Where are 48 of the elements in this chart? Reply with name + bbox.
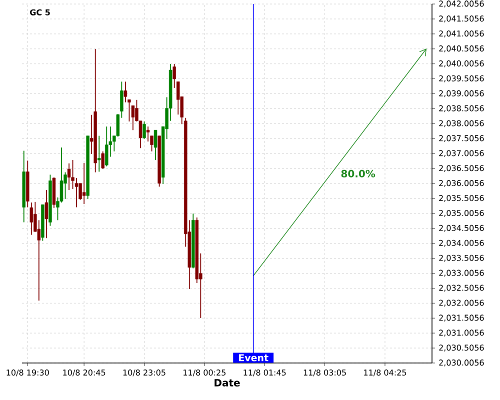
y-tick-label: 2,041.5056 <box>439 16 484 22</box>
x-tick-label: 10/8 20:45 <box>63 370 106 376</box>
y-tick-label: 2,033.5056 <box>439 254 484 262</box>
y-tick-label: 2,033.0056 <box>439 270 484 277</box>
candlestick <box>105 126 108 167</box>
candlestick <box>98 135 101 172</box>
y-tick-label: 2,031.5056 <box>439 314 484 322</box>
y-tick-label: 2,039.0056 <box>439 90 484 98</box>
x-tick-label: 11/8 01:45 <box>244 370 286 376</box>
candlestick <box>101 150 104 170</box>
y-tick-label: 2,030.0056 <box>439 360 484 366</box>
candlestick <box>82 162 86 204</box>
candlestick <box>44 190 48 239</box>
y-tick-label: 2,037.5056 <box>439 135 484 142</box>
y-tick-label: 2,040.5056 <box>439 45 484 52</box>
y-tick-label: 2,038.5056 <box>439 105 484 112</box>
x-axis-title: Date <box>214 379 240 387</box>
candlestick <box>154 130 158 160</box>
y-tick-label: 2,031.0056 <box>439 330 484 337</box>
y-tick-label: 2,034.5056 <box>439 224 484 232</box>
annotation: Event <box>239 354 268 362</box>
y-tick-label: 2,042.0056 <box>439 0 484 8</box>
candlestick <box>142 120 146 140</box>
y-tick-label: 2,040.0056 <box>439 60 484 68</box>
x-tick-label: 10/8 23:05 <box>123 370 166 376</box>
y-tick-label: 2,036.5056 <box>439 165 484 172</box>
candlestick <box>74 178 78 208</box>
x-tick-label: 10/8 19:30 <box>6 370 49 376</box>
y-tick-label: 2,037.0056 <box>439 150 484 158</box>
candlestick <box>124 81 128 103</box>
y-tick-label: 2,032.5056 <box>439 284 484 292</box>
candlestick <box>30 202 34 236</box>
x-tick-label: 11/8 04:25 <box>364 370 406 376</box>
candlestick <box>146 126 150 142</box>
y-tick-label: 2,035.5056 <box>439 195 484 202</box>
y-tick-label: 2,041.0056 <box>439 30 484 38</box>
y-tick-label: 2,039.5056 <box>439 75 484 82</box>
y-tick-label: 2,035.0056 <box>439 210 484 217</box>
y-tick-label: 2,032.0056 <box>439 300 484 307</box>
x-tick-label: 11/8 03:05 <box>304 370 346 376</box>
y-tick-label: 2,038.0056 <box>439 120 484 128</box>
y-tick-label: 2,036.0056 <box>439 180 484 187</box>
text: GC 5 <box>30 9 50 16</box>
x-tick-label: 11/8 00:25 <box>184 370 226 376</box>
annotation: 80.0% <box>341 170 376 178</box>
candlestick <box>67 162 71 190</box>
y-tick-label: 2,030.5056 <box>439 344 484 352</box>
y-tick-label: 2,034.0056 <box>439 240 484 247</box>
